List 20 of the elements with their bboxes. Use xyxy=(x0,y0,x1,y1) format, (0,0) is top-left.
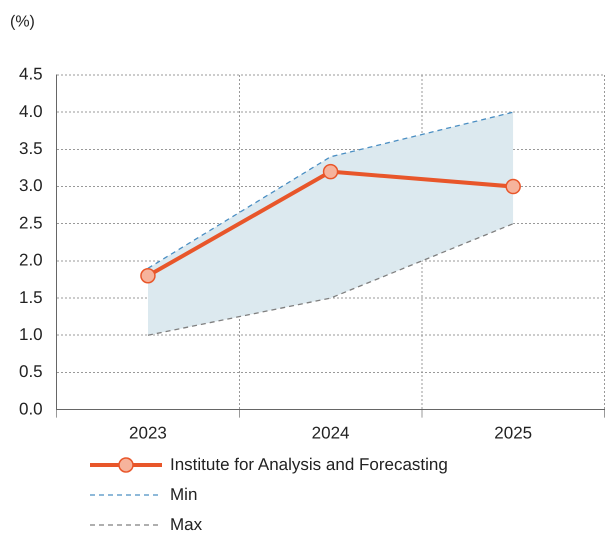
y-tick-label: 4.0 xyxy=(18,102,43,121)
point xyxy=(505,178,521,194)
y-tick-label: 1.5 xyxy=(18,288,43,307)
y-tick-label: 0.0 xyxy=(18,399,43,418)
x-tick-label: 2023 xyxy=(129,423,167,442)
x-tick-label: 2024 xyxy=(312,423,350,442)
y-tick-label: 2.5 xyxy=(18,213,43,232)
y-tick-label: 3.5 xyxy=(18,139,43,158)
legend-label: Max xyxy=(170,515,202,535)
point xyxy=(322,164,338,180)
y-tick-label: 2.0 xyxy=(18,250,43,270)
y-tick-label: 1.0 xyxy=(18,324,43,344)
y-tick-label: 3.0 xyxy=(18,176,43,196)
legend-label: Min xyxy=(170,485,198,505)
y-axis-title: (%) xyxy=(10,13,35,30)
y-tick-label: 4.5 xyxy=(18,64,43,84)
point xyxy=(140,268,156,284)
y-tick-label: 0.5 xyxy=(18,362,43,382)
legend-label: Institute for Analysis and Forecasting xyxy=(170,455,448,475)
x-tick-label: 2025 xyxy=(494,423,532,442)
